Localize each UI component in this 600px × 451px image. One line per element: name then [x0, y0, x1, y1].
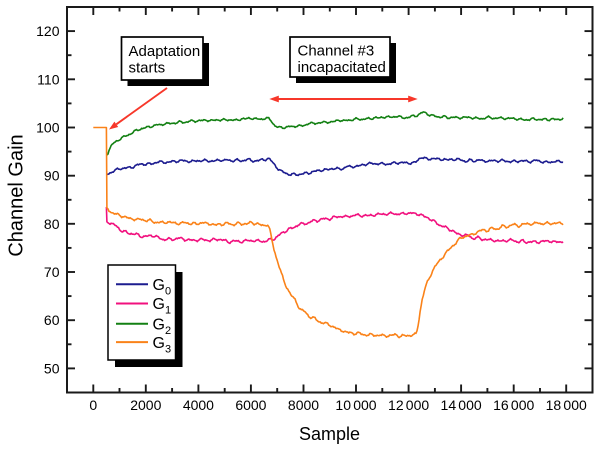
svg-text:70: 70 [44, 264, 60, 280]
svg-text:90: 90 [44, 168, 60, 184]
svg-text:100: 100 [36, 120, 60, 136]
svg-text:60: 60 [44, 312, 60, 328]
svg-text:Sample: Sample [299, 424, 360, 444]
svg-text:6000: 6000 [235, 397, 266, 413]
svg-text:0: 0 [89, 397, 97, 413]
svg-text:4000: 4000 [183, 397, 214, 413]
svg-text:80: 80 [44, 216, 60, 232]
svg-text:incapacitated: incapacitated [298, 59, 386, 76]
svg-text:50: 50 [44, 360, 60, 376]
svg-text:Channel Gain: Channel Gain [6, 134, 28, 256]
svg-text:starts: starts [129, 59, 166, 76]
svg-text:Channel #3: Channel #3 [298, 43, 375, 60]
svg-text:8000: 8000 [288, 397, 319, 413]
svg-text:110: 110 [37, 71, 60, 87]
svg-text:120: 120 [36, 23, 60, 39]
svg-text:2000: 2000 [130, 397, 161, 413]
svg-text:Adaptation: Adaptation [129, 43, 201, 60]
